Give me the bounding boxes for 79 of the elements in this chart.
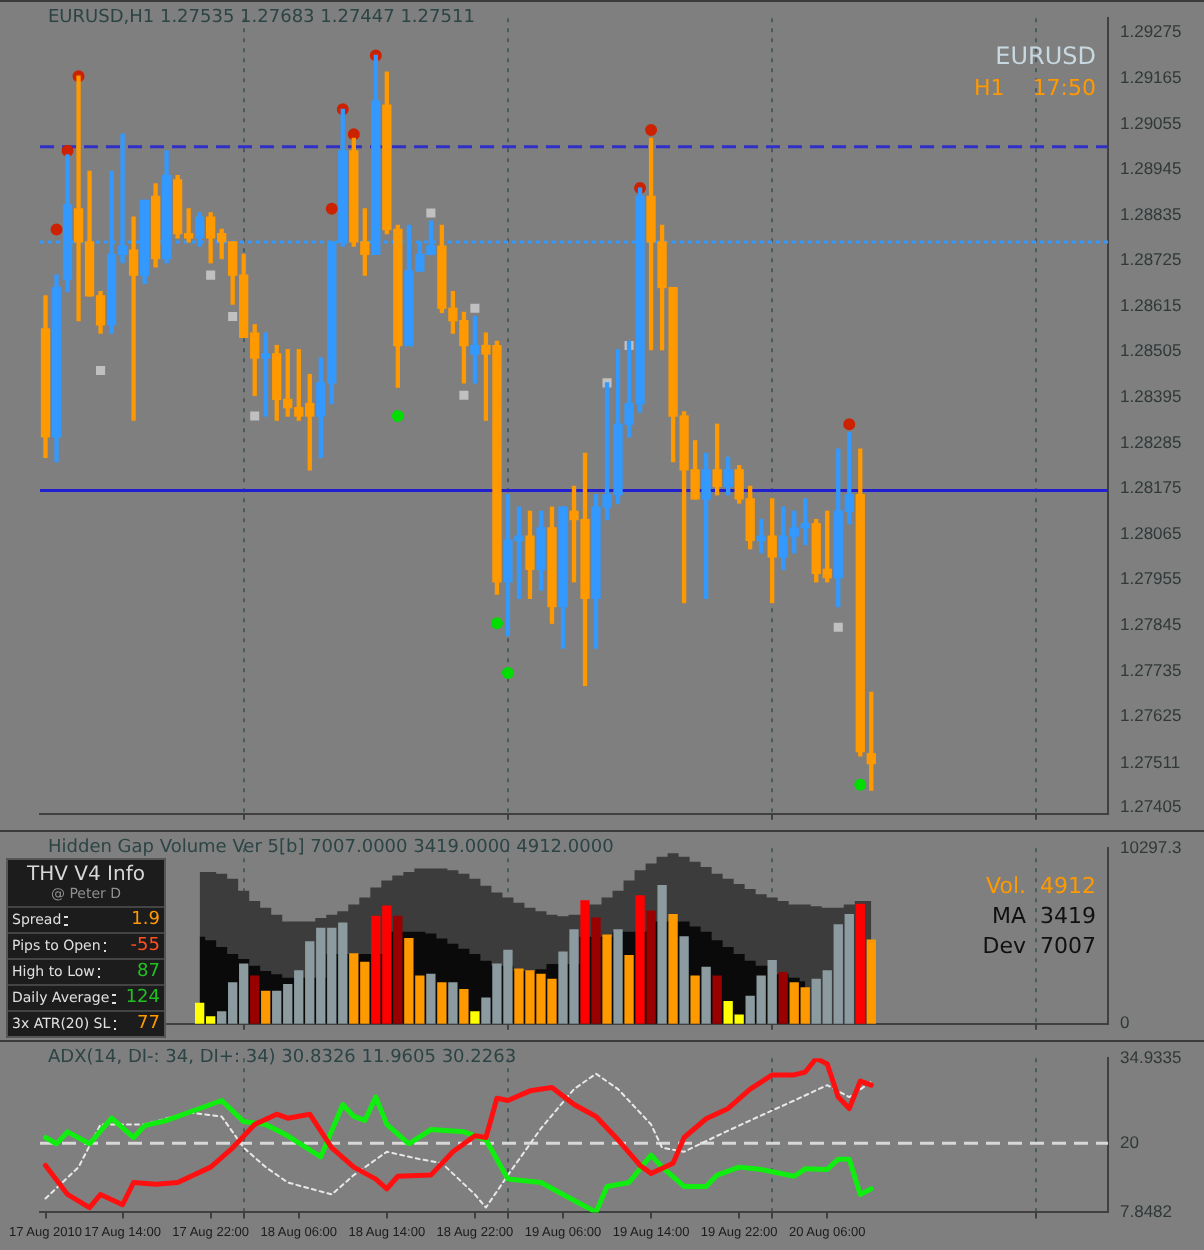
y-tick-label: 10297.3 [1120,836,1182,857]
bar [591,917,601,1024]
chart-title: ADX(14, DI-: 34, DI+: 34) 30.8326 11.9605 30.2263 [48,1047,517,1068]
candlestick [128,216,139,421]
bar [393,915,403,1024]
bar [613,929,623,1024]
y-tick-label: 1.27405 [1120,796,1182,817]
data-label: -55 [130,936,160,956]
bar [635,895,645,1024]
point [490,617,503,630]
point [470,303,480,313]
point [50,223,63,236]
bar [426,973,436,1024]
data-label: 124 [125,988,160,1008]
annotation: H1 17:50 [974,74,1096,101]
point [854,778,867,791]
bar [646,910,656,1024]
point [391,410,404,422]
text: THV V4 Info [25,864,147,886]
bar [580,900,590,1024]
point [459,390,469,400]
annotation: Dev 7007 [982,932,1096,959]
bar [624,954,634,1024]
bar [250,975,260,1024]
point [250,411,260,421]
data-label: 87 [137,962,160,982]
bar [657,885,667,1024]
point [426,208,436,218]
bar [866,939,876,1024]
chart-title: Hidden Gap Volume Ver 5[b] 7007.0000 3419.0000 4912.0000 [48,837,615,858]
bar [459,989,469,1024]
y-tick-label: 1.28285 [1120,431,1182,452]
y-tick-label: 20 [1120,1131,1140,1152]
y-tick-label: 1.29055 [1120,112,1182,133]
y-tick-label: 1.29275 [1120,21,1182,42]
y-tick-label: 1.27511 [1120,752,1181,773]
point [228,312,238,322]
point [645,124,658,137]
point [843,418,856,431]
point [206,270,216,280]
y-tick-label: 1.28395 [1120,386,1182,407]
data-label: 77 [137,1014,160,1034]
y-tick-label: 7.8482 [1120,1201,1173,1222]
y-tick-label: 1.29165 [1120,66,1182,87]
bar [437,982,447,1024]
point [501,666,514,679]
annotation: EURUSD [995,42,1096,71]
bar [668,914,678,1024]
bar [855,903,865,1024]
bar [690,975,700,1024]
bar [712,975,722,1024]
annotation: Vol. 4912 [986,872,1096,899]
chart-title: EURUSD,H1 1.27535 1.27683 1.27447 1.27511 [48,7,475,28]
bar [778,971,788,1024]
y-tick-label: 1.28505 [1120,340,1182,361]
bar [261,990,271,1024]
y-tick-label: 1.28615 [1120,294,1182,315]
y-tick-label: 34.9335 [1120,1046,1182,1067]
y-tick-label: 1.27625 [1120,705,1182,726]
y-tick-label: 1.28835 [1120,203,1182,224]
y-tick-label: 1.28945 [1120,158,1182,179]
y-tick-label: 1.28065 [1120,522,1182,543]
bar [470,1011,480,1024]
y-tick-label: 1.27735 [1120,659,1182,680]
y-tick-label: 0 [1120,1012,1130,1033]
bar [448,982,458,1024]
data-label: 1.9 [131,910,160,930]
y-tick-label: 1.28725 [1120,249,1182,270]
point [96,365,106,375]
y-tick-label: 1.27955 [1120,568,1182,589]
bar [679,936,689,1024]
point [347,128,360,141]
annotation: MA 3419 [991,902,1096,929]
point [325,202,338,215]
y-tick-label: 1.27845 [1120,613,1182,634]
bar [602,934,612,1024]
bar [701,966,711,1024]
point [833,622,843,632]
y-tick-label: 1.28175 [1120,477,1182,498]
